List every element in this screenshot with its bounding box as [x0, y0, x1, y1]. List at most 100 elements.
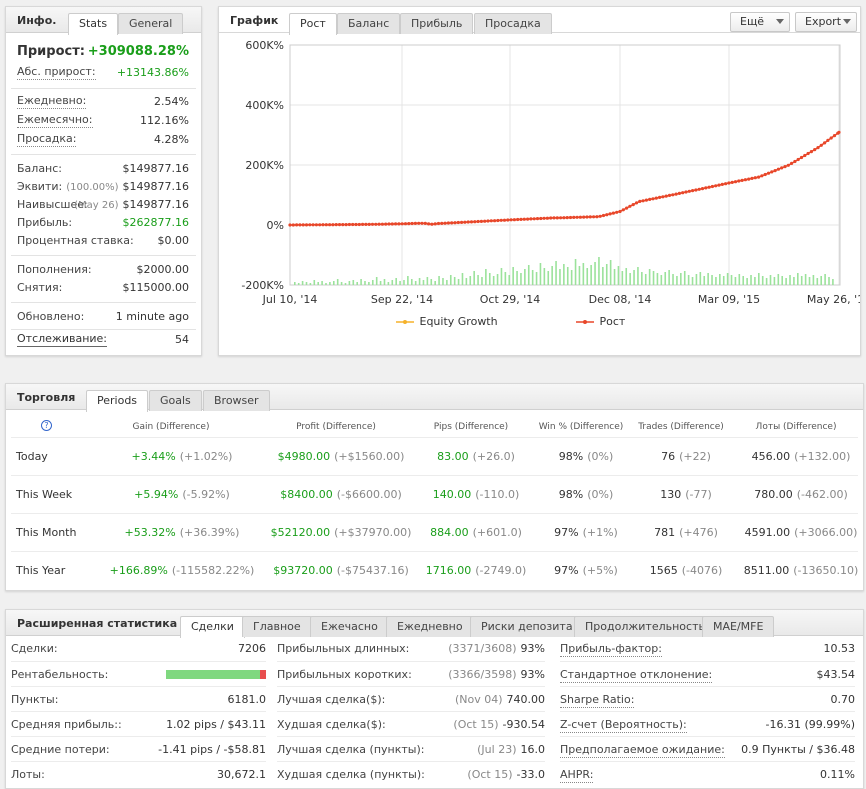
- stat-label: Рентабельность:: [11, 668, 109, 681]
- tab-deposit-risks[interactable]: Риски депозита: [470, 616, 584, 637]
- tab-general[interactable]: General: [118, 13, 184, 34]
- help-icon[interactable]: ?: [41, 420, 52, 431]
- stat-row: Прибыльных коротких: (3366/3598) 93%: [277, 661, 545, 686]
- y-tick-label: 200K%: [245, 159, 284, 172]
- monthly-label[interactable]: Ежемесячно:: [17, 113, 93, 128]
- abs-gain-label[interactable]: Абс. прирост:: [17, 65, 96, 80]
- growth-point: [704, 186, 708, 190]
- growth-point: [400, 222, 404, 226]
- tracking-link[interactable]: Отслеживание:: [17, 332, 108, 347]
- trades-value: 1565: [649, 564, 678, 577]
- equity-percent: (100.00%): [66, 182, 119, 193]
- activity-bar: [656, 273, 659, 285]
- growth-point: [575, 215, 579, 219]
- growth-point: [509, 218, 513, 222]
- activity-bar: [461, 273, 464, 285]
- tab-periods[interactable]: Periods: [86, 390, 149, 412]
- trades-cell: 130 (-77): [606, 488, 766, 501]
- growth-point: [466, 220, 470, 224]
- win-cell: 98% (0%): [506, 488, 666, 501]
- activity-bar: [399, 281, 401, 285]
- growth-point: [410, 221, 414, 226]
- activity-bar: [633, 270, 635, 285]
- activity-bar: [524, 269, 526, 285]
- export-dropdown-label: Export: [805, 15, 842, 28]
- activity-bar: [586, 268, 589, 285]
- activity-bar: [761, 276, 764, 285]
- tab-daily[interactable]: Ежедневно: [386, 616, 474, 637]
- growth-point: [496, 218, 500, 223]
- stat-label[interactable]: Стандартное отклонение:: [560, 668, 713, 683]
- activity-bar: [531, 270, 534, 285]
- growth-point: [582, 215, 586, 219]
- growth-point: [318, 223, 322, 227]
- info-panel: Инфо. Stats General Прирост: +309088.28%…: [5, 6, 202, 356]
- activity-bar: [535, 272, 538, 285]
- more-dropdown-label: Ещё: [740, 15, 765, 28]
- stat-value: 0.70: [830, 693, 856, 706]
- tab-browser[interactable]: Browser: [203, 390, 270, 411]
- stat-label[interactable]: AHPR:: [560, 768, 594, 783]
- growth-point: [390, 222, 394, 226]
- growth-point: [605, 213, 609, 217]
- growth-point: [608, 212, 612, 216]
- activity-bar: [769, 275, 772, 285]
- growth-point: [529, 217, 533, 221]
- deposits-row: Пополнения: $2000.00: [17, 261, 189, 279]
- activity-bar: [641, 272, 643, 285]
- growth-point: [347, 222, 351, 227]
- stat-label[interactable]: Z-счет (Вероятность):: [560, 718, 687, 733]
- growth-point: [757, 175, 761, 179]
- tab-profit[interactable]: Прибыль: [400, 13, 474, 34]
- tab-duration[interactable]: Продолжительность: [574, 616, 716, 637]
- activity-bar: [664, 272, 667, 285]
- tab-balance[interactable]: Баланс: [337, 13, 401, 34]
- export-dropdown[interactable]: Export: [795, 12, 857, 32]
- growth-point: [753, 176, 757, 180]
- tab-goals[interactable]: Goals: [149, 390, 202, 411]
- drawdown-label[interactable]: Просадка:: [17, 132, 77, 147]
- stat-note: (Jul 23): [477, 743, 517, 756]
- stat-label[interactable]: Прибыль-фактор:: [560, 642, 662, 657]
- gain-value: +5.94%: [134, 488, 179, 501]
- activity-bar: [442, 278, 444, 285]
- growth-point: [750, 176, 754, 180]
- stat-label[interactable]: Sharpe Ratio:: [560, 693, 635, 708]
- tab-deals[interactable]: Сделки: [180, 616, 245, 638]
- activity-bar: [383, 279, 386, 285]
- growth-point: [308, 223, 312, 227]
- tab-drawdown[interactable]: Просадка: [474, 13, 552, 34]
- tab-hourly[interactable]: Ежечасно: [310, 616, 389, 637]
- tab-mae-mfe[interactable]: MAE/MFE: [702, 616, 775, 637]
- gain-cell: +3.44% (+1.02%): [102, 450, 262, 463]
- activity-bar: [719, 274, 721, 285]
- chevron-down-icon: [843, 19, 851, 24]
- activity-bar: [438, 276, 440, 285]
- activity-bar: [551, 266, 553, 285]
- withdrawals-value: $115000.00: [122, 281, 189, 294]
- more-dropdown[interactable]: Ещё: [730, 12, 790, 32]
- stat-note: (Oct 15): [467, 768, 513, 781]
- tab-main[interactable]: Главное: [242, 616, 312, 637]
- stat-value: 30,672.1: [217, 768, 266, 781]
- stat-label[interactable]: Предполагаемое ожидание:: [560, 743, 725, 758]
- win-cell: 98% (0%): [506, 450, 666, 463]
- growth-point: [506, 218, 510, 222]
- daily-label[interactable]: Ежедневно:: [17, 94, 87, 109]
- tab-stats[interactable]: Stats: [68, 13, 119, 35]
- growth-point: [644, 198, 648, 202]
- legend-item-equity[interactable]: Equity Growth: [394, 315, 498, 328]
- legend-item-growth[interactable]: Рост: [574, 315, 625, 328]
- growth-point: [479, 219, 483, 223]
- growth-point: [837, 130, 841, 134]
- profit-cell: $52120.00 (+$37970.00): [261, 526, 421, 539]
- growth-point: [819, 143, 823, 147]
- stat-row: Z-счет (Вероятность): -16.31 (99.99%): [560, 711, 855, 736]
- activity-bar: [371, 280, 374, 285]
- abs-gain-value: +13143.86%: [116, 66, 189, 79]
- growth-point: [321, 223, 325, 227]
- tab-growth[interactable]: Рост: [289, 13, 337, 35]
- win-difference: (+1%): [582, 526, 618, 539]
- growth-point: [638, 199, 642, 203]
- activity-bar: [379, 281, 382, 285]
